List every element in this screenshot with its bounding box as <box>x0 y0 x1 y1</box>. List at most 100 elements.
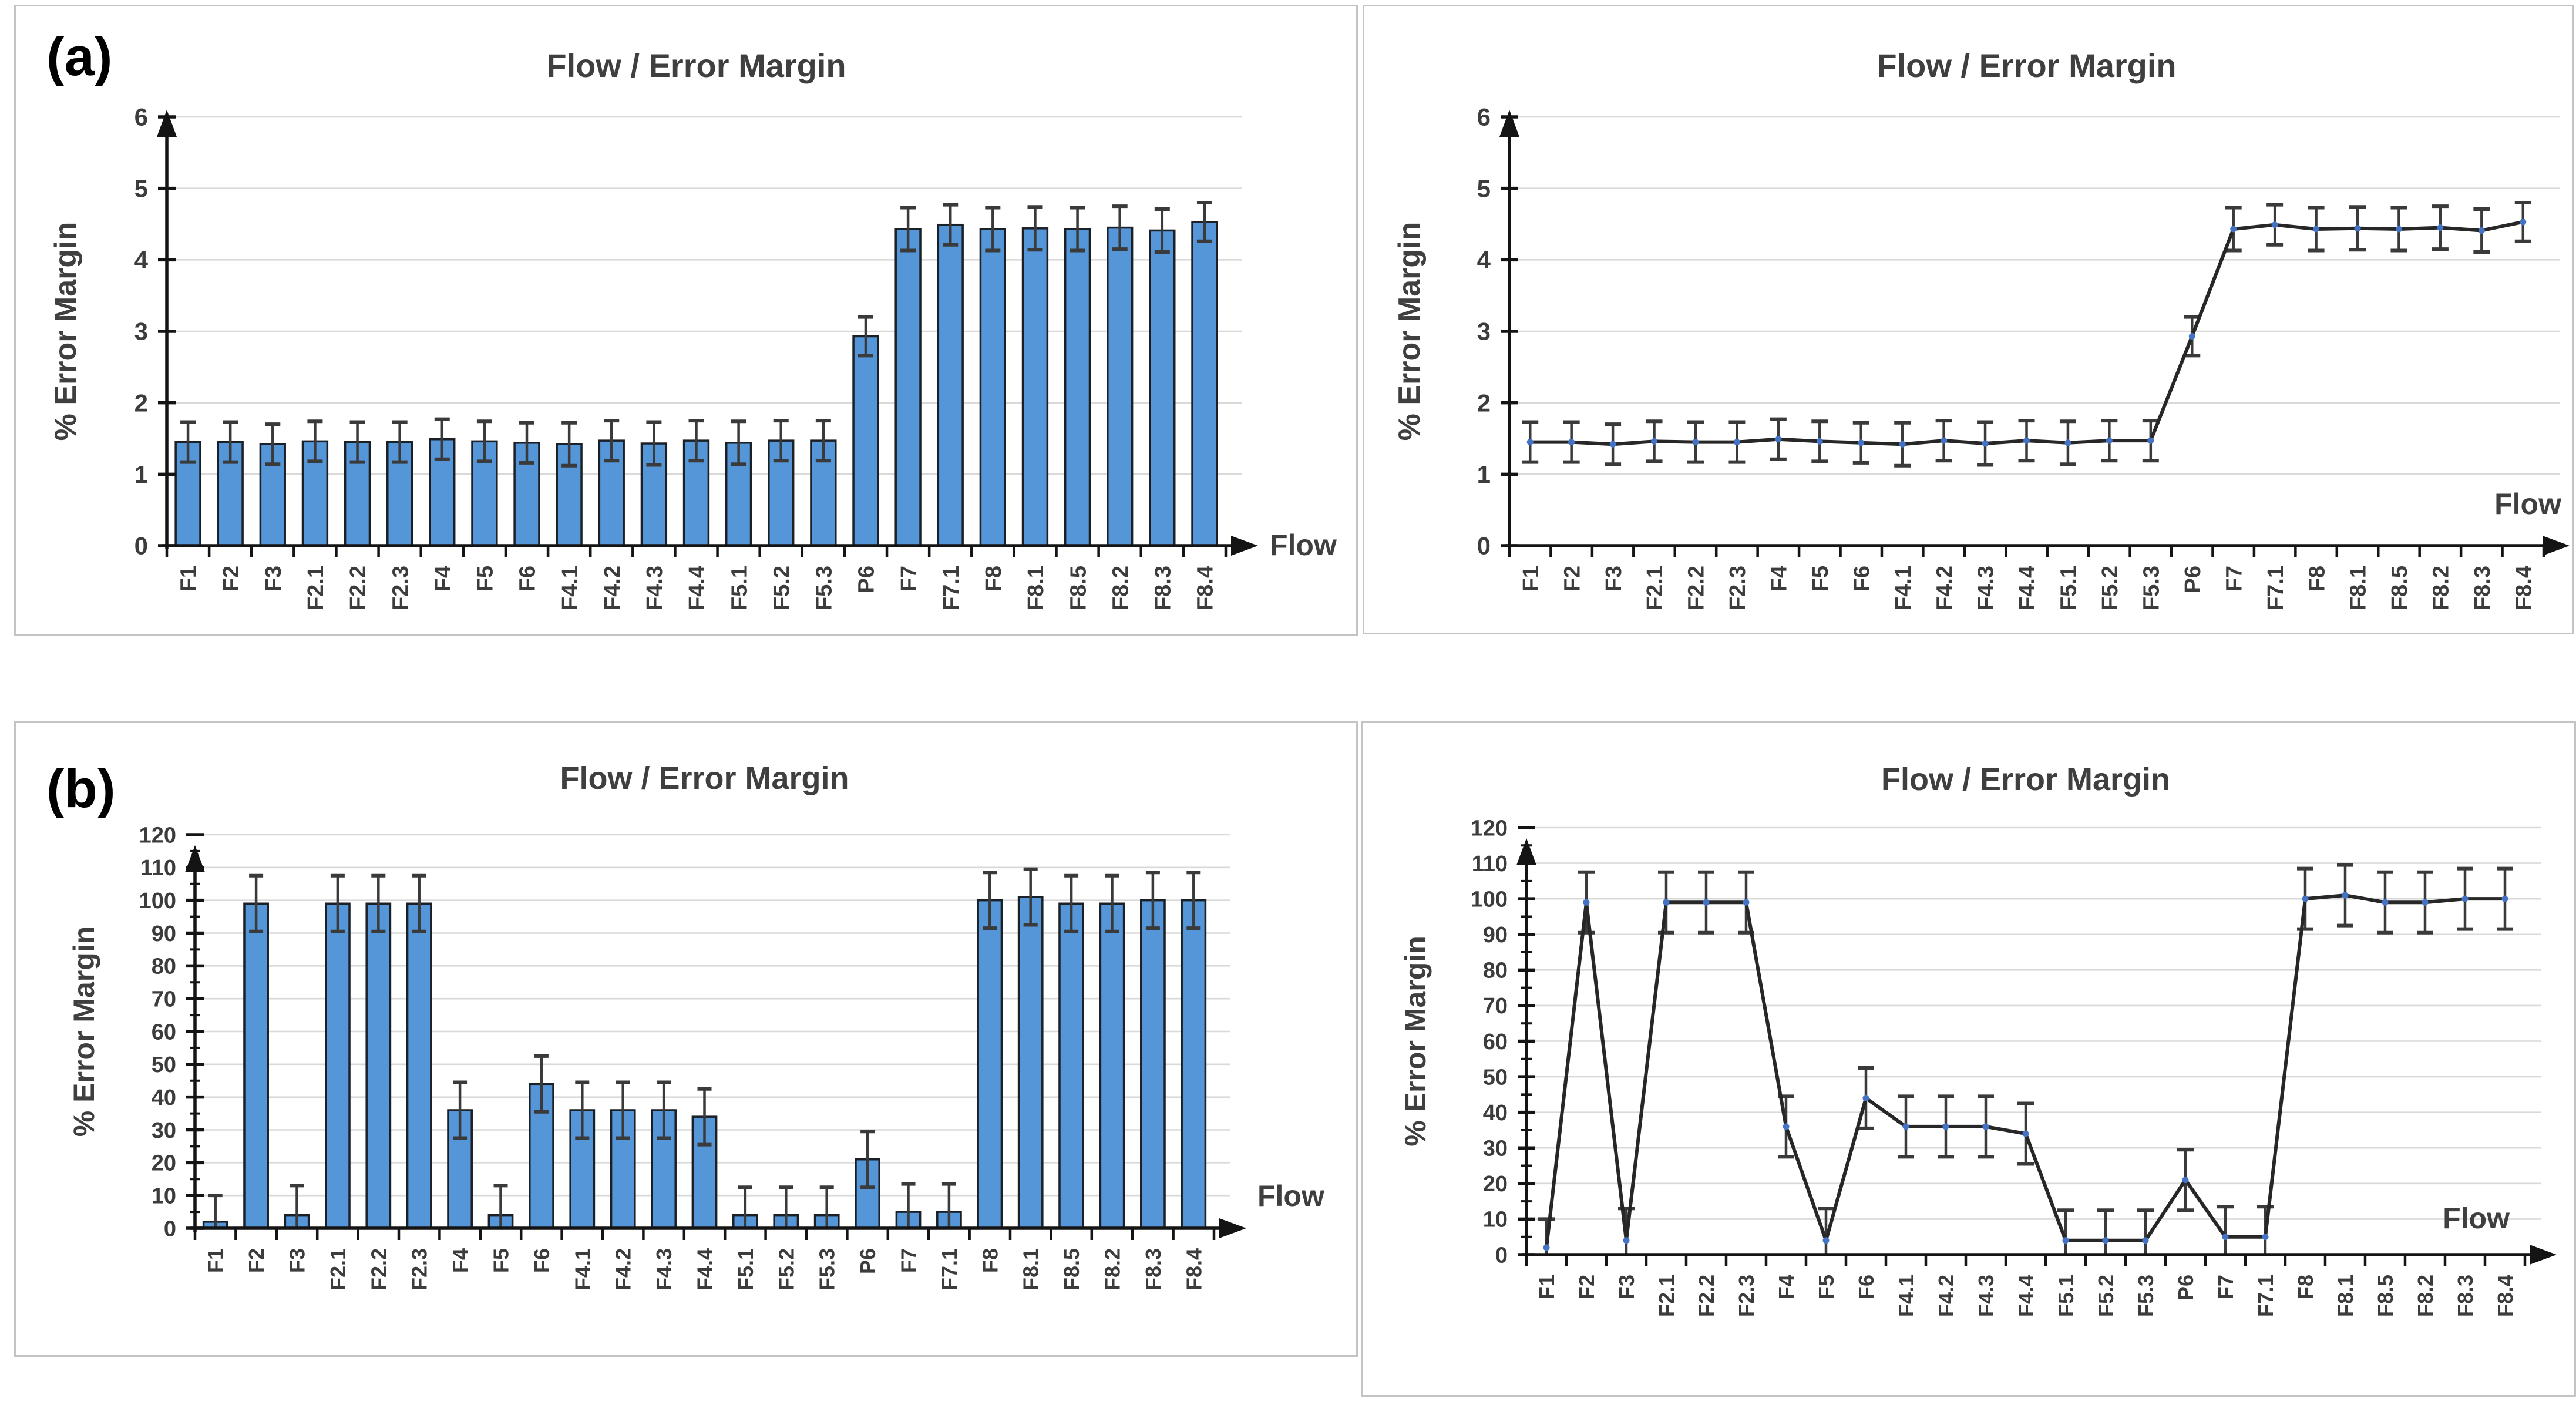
axes <box>1505 129 2553 549</box>
marker-F2 <box>1568 439 1575 446</box>
marker-F4.3 <box>1982 440 1989 447</box>
x-axis-title: Flow <box>1270 529 1337 562</box>
bar-F8.2 <box>1107 226 1134 547</box>
marker-F8.4 <box>2501 895 2508 902</box>
x-tick-label-F7.1: F7.1 <box>937 1248 961 1291</box>
marker-F7 <box>2222 1234 2229 1241</box>
x-tick-label-F8.4: F8.4 <box>2493 1275 2517 1317</box>
x-tick-labels: F1 F2 F3 F2.1 F2.2 F2.3 F4 F5 F6 F4.1 F4.2 F4.3 F4.4… <box>177 566 1218 610</box>
error-bar-F6 <box>534 1054 549 1114</box>
x-tick-label-F5.1: F5.1 <box>727 566 752 610</box>
x-tick-label-F5: F5 <box>1814 1275 1838 1299</box>
error-bar-F5.2 <box>2097 1208 2114 1255</box>
error-bars <box>1538 863 2513 1255</box>
x-tick-label-F8.1: F8.1 <box>1019 1248 1043 1291</box>
x-tick-label-F8.5: F8.5 <box>2387 566 2412 610</box>
x-axis-title: Flow <box>1257 1180 1324 1212</box>
bar-F2 <box>243 902 269 1229</box>
marker-F8.3 <box>2478 227 2485 234</box>
y-tick-label-2: 2 <box>1477 389 1491 416</box>
x-tick-label-F3: F3 <box>1602 566 1626 592</box>
x-tick-label-F8.1: F8.1 <box>1024 566 1048 610</box>
bar-F8.3 <box>1149 229 1176 547</box>
marker-F2.1 <box>1651 438 1658 445</box>
line-chart-b: 0 10 20 30 40 50 60 70 80 90 100 110 120 F1 F2 F3 F2.1 F2… <box>1399 762 2557 1317</box>
error-bar-F3 <box>290 1184 304 1228</box>
marker-F5.2 <box>2102 1237 2109 1244</box>
x-tick-label-F4.4: F4.4 <box>2014 1275 2038 1317</box>
marker-F7 <box>2230 226 2237 233</box>
marker-F8.4 <box>2520 219 2527 226</box>
x-tick-label-F4.1: F4.1 <box>570 1248 594 1291</box>
y-tick-label-10: 10 <box>152 1184 176 1208</box>
marker-F8.3 <box>2461 895 2469 902</box>
marker-F2.3 <box>1733 439 1740 446</box>
error-bar-F3 <box>265 422 281 466</box>
x-tick-label-F7: F7 <box>897 566 922 592</box>
marker-P6 <box>2188 333 2195 340</box>
marker-F5.2 <box>2106 437 2113 444</box>
error-bar-F5.3 <box>819 1185 834 1228</box>
y-tick-label-20: 20 <box>152 1151 176 1176</box>
figure-label-b: (b) <box>46 759 116 819</box>
x-tick-label-F5.1: F5.1 <box>2054 1275 2078 1317</box>
marker-F1 <box>1526 439 1534 446</box>
y-axis-arrow <box>1499 110 1519 137</box>
bar-F2.2 <box>365 902 392 1229</box>
bar-F8.2 <box>1099 902 1125 1229</box>
marker-P6 <box>2182 1177 2189 1184</box>
y-tick-label-90: 90 <box>1483 923 1508 947</box>
marker-F7.1 <box>2271 221 2278 228</box>
marker-F5.3 <box>2142 1237 2149 1244</box>
x-tick-labels: F1 F2 F3 F2.1 F2.2 F2.3 F4 F5 F6 F4.1 F4.2 F4.3 F4.4… <box>1535 1275 2517 1317</box>
x-tick-label-F8: F8 <box>2293 1275 2318 1299</box>
bar-F8.3 <box>1140 899 1166 1229</box>
error-bar-F8.5 <box>1070 206 1085 253</box>
panel-b-bar-chart: (b) 0 10 20 30 40 50 60 70 80 90 100 110 120 F1 F2 F3 F2… <box>14 721 1358 1357</box>
marker-F6 <box>1862 1094 1869 1101</box>
error-bar-F4.4 <box>697 1087 712 1147</box>
x-tick-label-F7: F7 <box>896 1248 920 1273</box>
markers <box>1526 219 2527 448</box>
x-tick-label-F2.3: F2.3 <box>1726 566 1750 610</box>
x-tick-label-F8: F8 <box>2305 566 2329 592</box>
error-bar-F5.1 <box>2057 1208 2074 1255</box>
y-tick-label-110: 110 <box>1472 852 1508 876</box>
x-tick-label-F7.1: F7.1 <box>2264 566 2288 610</box>
x-tick-label-F8.3: F8.3 <box>2470 566 2495 610</box>
error-bar-F2.1 <box>330 873 345 933</box>
error-bar-F4.2 <box>616 1080 630 1140</box>
x-tick-label-F3: F3 <box>261 566 286 592</box>
y-axis-arrow <box>1516 838 1536 865</box>
bar-chart-b: 0 10 20 30 40 50 60 70 80 90 100 110 120 F1 F2 F3 F2.1 F2… <box>68 761 1324 1291</box>
marker-F4 <box>1783 1123 1790 1130</box>
x-axis-arrow <box>2543 536 2570 556</box>
x-axis-arrow <box>2530 1245 2557 1265</box>
chart-title: Flow / Error Margin <box>1881 762 2170 797</box>
bar-F8.1 <box>1017 896 1044 1229</box>
y-tick-label-6: 6 <box>134 103 148 131</box>
error-bar-F2.3 <box>392 420 408 464</box>
error-bar-F7 <box>900 206 916 253</box>
chart-title: Flow / Error Margin <box>560 761 849 796</box>
bar-F8.4 <box>1191 221 1218 547</box>
marker-F4.4 <box>2022 1130 2029 1137</box>
x-ticks <box>193 1228 1216 1240</box>
x-tick-label-F5.2: F5.2 <box>774 1248 798 1291</box>
x-tick-label-F4.4: F4.4 <box>2015 566 2040 610</box>
y-tick-label-3: 3 <box>134 318 148 345</box>
error-bar-P6 <box>860 1130 875 1189</box>
panel-b-line-chart: 0 10 20 30 40 50 60 70 80 90 100 110 120 F1 F2 F3 F2.1 F2… <box>1361 721 2576 1397</box>
x-tick-label-F2.1: F2.1 <box>1654 1275 1679 1317</box>
marker-F3 <box>1609 441 1616 448</box>
y-axis-title: % Error Margin <box>49 222 83 441</box>
y-axis-title: % Error Margin <box>1399 936 1432 1146</box>
x-tick-label-F8.2: F8.2 <box>2413 1275 2437 1317</box>
bars <box>174 221 1218 547</box>
x-tick-label-F4.2: F4.2 <box>1934 1275 1958 1317</box>
bar-F2.3 <box>406 902 432 1229</box>
y-tick-label-70: 70 <box>152 987 176 1012</box>
x-tick-label-F5.3: F5.3 <box>812 566 837 610</box>
bar-F7.1 <box>937 223 964 547</box>
